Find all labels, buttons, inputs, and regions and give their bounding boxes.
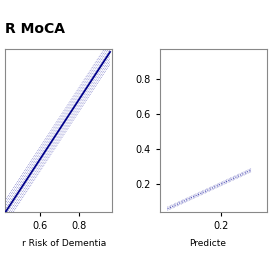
Text: R MoCA: R MoCA — [5, 22, 66, 36]
Text: r Risk of Dementia: r Risk of Dementia — [22, 239, 106, 248]
Text: Predicte: Predicte — [189, 239, 226, 248]
